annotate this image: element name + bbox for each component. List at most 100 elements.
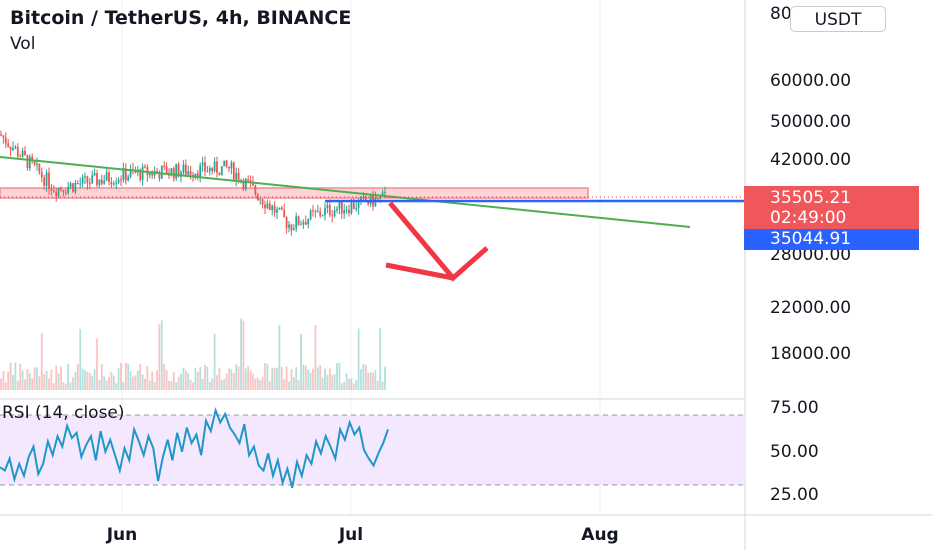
volume-bar [19, 363, 22, 390]
volume-bar [292, 377, 295, 390]
volume-bar [175, 382, 178, 390]
rsi-indicator-label[interactable]: RSI (14, close) [2, 403, 125, 423]
price-candle [103, 174, 106, 185]
volume-bar [319, 365, 322, 390]
price-candle [64, 189, 67, 196]
price-candle [16, 143, 19, 159]
volume-bar [333, 374, 336, 390]
volume-bar [355, 380, 358, 390]
volume-bar [192, 382, 194, 390]
volume-bar [324, 368, 326, 390]
volume-bar [146, 366, 149, 390]
volume-bar [28, 373, 31, 390]
price-candle [74, 180, 77, 195]
price-candle [76, 180, 79, 185]
bearish-arrow-wing [385, 262, 454, 281]
volume-bar [93, 369, 96, 390]
price-candle [266, 199, 269, 210]
price-candle [12, 141, 14, 152]
price-candle [110, 176, 113, 188]
price-candle [112, 180, 115, 187]
price-candle [218, 172, 221, 176]
volume-bar [216, 375, 218, 390]
volume-bar [249, 370, 252, 390]
volume-bar [360, 369, 362, 390]
volume-bar [357, 328, 360, 390]
price-candle [204, 156, 206, 177]
price-candle [302, 219, 305, 229]
volume-bar [165, 370, 168, 390]
volume-bar [117, 367, 120, 390]
volume-bar [254, 378, 257, 390]
resistance-zone[interactable] [0, 187, 589, 199]
volume-bar [189, 379, 192, 390]
volume-bars [0, 318, 386, 390]
price-candle [199, 162, 202, 183]
volume-bar [69, 382, 72, 390]
volume-bar [2, 371, 5, 390]
volume-bar [100, 364, 103, 390]
volume-bar [129, 371, 132, 390]
price-candle [223, 160, 226, 167]
currency-button[interactable]: USDT [790, 6, 886, 32]
price-candle [249, 175, 252, 188]
descending-trendline[interactable] [0, 156, 691, 228]
volume-bar [283, 379, 286, 390]
price-candle [43, 174, 46, 190]
volume-bar [309, 372, 312, 390]
volume-bar [364, 364, 367, 390]
volume-bar [278, 324, 281, 390]
volume-bar [120, 363, 122, 390]
volume-bar [194, 368, 197, 390]
volume-bar [26, 369, 29, 390]
volume-bar [261, 376, 264, 390]
volume-bar [280, 366, 283, 390]
price-candle [120, 175, 122, 187]
volume-bar [235, 364, 238, 390]
price-candle [278, 207, 281, 210]
price-candle [343, 203, 346, 219]
price-candle [355, 201, 358, 212]
volume-bar [340, 383, 343, 390]
price-candle [132, 162, 134, 175]
volume-bar [105, 380, 108, 390]
volume-bar [232, 372, 235, 390]
volume-bar [84, 370, 86, 390]
price-candle [316, 204, 319, 213]
volume-bar [204, 364, 206, 390]
price-candle [321, 214, 324, 217]
price-candle [206, 165, 209, 173]
volume-bar [36, 367, 38, 390]
price-candles [0, 130, 386, 236]
price-candle [326, 201, 329, 214]
price-candle [225, 159, 228, 169]
price-candle [216, 156, 218, 178]
volume-bar [38, 376, 41, 390]
price-candle [117, 177, 120, 185]
volume-bar [86, 371, 89, 390]
volume-bar [321, 377, 324, 390]
price-candle [62, 189, 65, 197]
price-candle [7, 139, 10, 148]
price-candle [50, 183, 53, 196]
time-tick-label: Aug [581, 525, 618, 545]
price-candle [57, 187, 60, 199]
rsi-line [0, 407, 389, 489]
price-candle [144, 164, 146, 169]
volume-bar [326, 374, 329, 390]
volume-bar [206, 366, 209, 390]
volume-bar [62, 382, 65, 390]
volume-bar [7, 371, 10, 390]
volume-bar [208, 381, 211, 390]
volume-bar [67, 363, 70, 390]
volume-bar [290, 369, 293, 390]
volume-bar [110, 371, 113, 390]
volume-indicator-label[interactable]: Vol [10, 34, 36, 54]
price-candle [48, 167, 50, 195]
volume-bar [201, 378, 204, 390]
volume-bar [139, 363, 142, 390]
price-candle [297, 215, 300, 226]
price-tick-label: 22000.00 [770, 298, 851, 318]
price-candle [340, 201, 343, 219]
price-candle [182, 160, 185, 175]
